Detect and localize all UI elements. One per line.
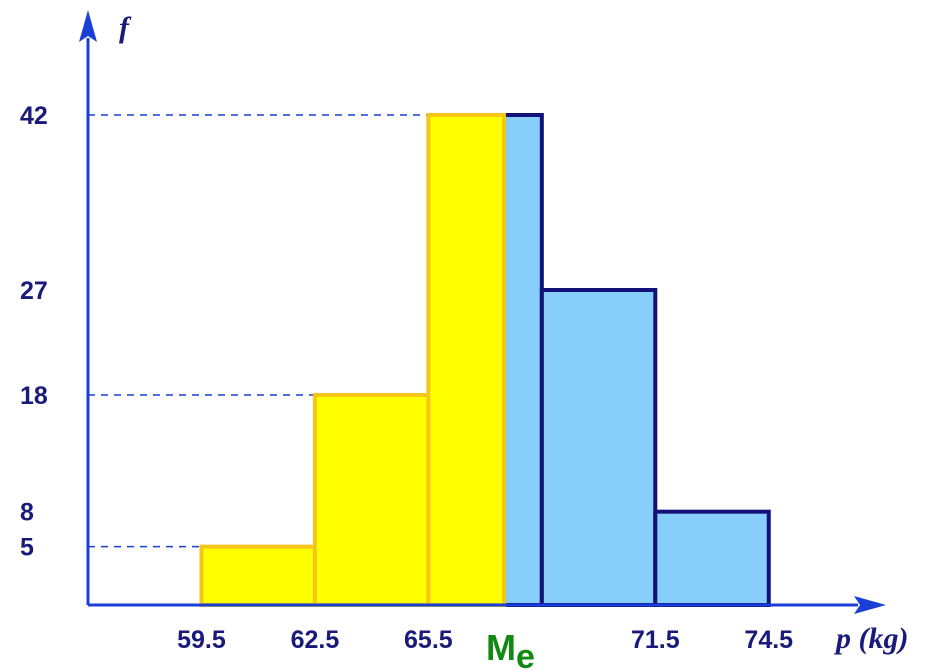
- y-axis-arrow-icon: [79, 10, 97, 42]
- x-tick-label-74.5: 74.5: [744, 626, 793, 654]
- bar-below-median-3: [426, 113, 507, 607]
- y-axis-label: f: [119, 11, 132, 44]
- bar-above-median-2: [539, 288, 658, 607]
- x-tick-label-62.5: 62.5: [291, 626, 340, 654]
- bar-below-median-1: [199, 544, 317, 608]
- histogram-bars: [199, 113, 771, 608]
- bar-below-median-2: [312, 393, 431, 607]
- dashed-reference-lines: [88, 114, 429, 548]
- x-tick-labels: 59.5 62.5 65.5 71.5 74.5: [177, 626, 793, 654]
- x-tick-label-71.5: 71.5: [631, 626, 680, 654]
- bar-above-median-3: [653, 509, 771, 607]
- x-axis-arrow-icon: [854, 596, 886, 614]
- median-label-subscript: e: [516, 638, 535, 671]
- y-tick-label-27: 27: [20, 277, 48, 305]
- x-tick-label-59.5: 59.5: [177, 626, 226, 654]
- axes: [79, 10, 886, 614]
- y-tick-label-8: 8: [20, 499, 34, 527]
- x-tick-label-65.5: 65.5: [404, 626, 453, 654]
- bar-above-median-1: [502, 113, 544, 607]
- y-tick-label-42: 42: [20, 102, 48, 130]
- y-tick-labels: 42 27 18 8 5: [20, 102, 48, 562]
- x-axis-label: p (kg): [833, 622, 908, 655]
- median-label: M: [486, 627, 516, 668]
- y-tick-label-5: 5: [20, 534, 34, 562]
- y-tick-label-18: 18: [20, 382, 48, 410]
